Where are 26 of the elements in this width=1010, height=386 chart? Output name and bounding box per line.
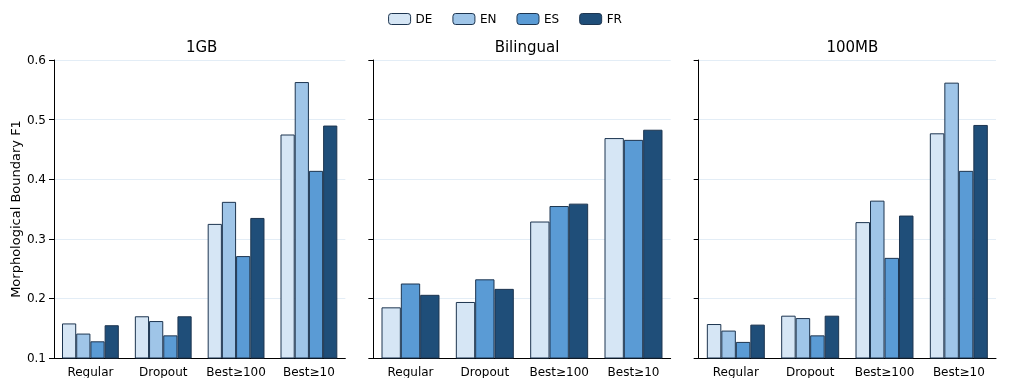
- x-tick-label: Regular: [67, 365, 114, 379]
- x-tick-label: Regular: [712, 365, 759, 379]
- y-axis-title: Morphological Boundary F1: [8, 120, 23, 298]
- y-tick-label: 0.3: [26, 231, 46, 246]
- chart-title: Bilingual: [494, 37, 560, 56]
- y-tick-label: 0.1: [26, 351, 46, 365]
- x-tick-label: Dropout: [460, 365, 510, 379]
- x-tick-label: Best≥100: [854, 365, 915, 379]
- x-tick-label: Dropout: [138, 365, 188, 379]
- x-tick-label: Best≥10: [282, 365, 335, 379]
- legend-label: ES: [543, 12, 560, 26]
- y-tick-label: 0.6: [26, 53, 46, 67]
- y-tick-label: 0.5: [26, 112, 46, 127]
- x-tick-label: Dropout: [785, 365, 835, 379]
- y-tick-label: 0.4: [26, 172, 46, 187]
- x-tick-label: Best≥10: [607, 365, 660, 379]
- legend-label: EN: [479, 12, 497, 26]
- y-tick-label: 0.2: [26, 291, 46, 306]
- x-tick-label: Best≥10: [932, 365, 985, 379]
- legend-label: FR: [606, 12, 622, 26]
- x-tick-label: Regular: [387, 365, 434, 379]
- chart-title: 100MB: [826, 37, 879, 56]
- x-tick-label: Best≥100: [206, 365, 266, 379]
- chart-title: 1GB: [185, 37, 218, 56]
- x-tick-label: Best≥100: [529, 365, 589, 379]
- legend-label: DE: [415, 12, 433, 26]
